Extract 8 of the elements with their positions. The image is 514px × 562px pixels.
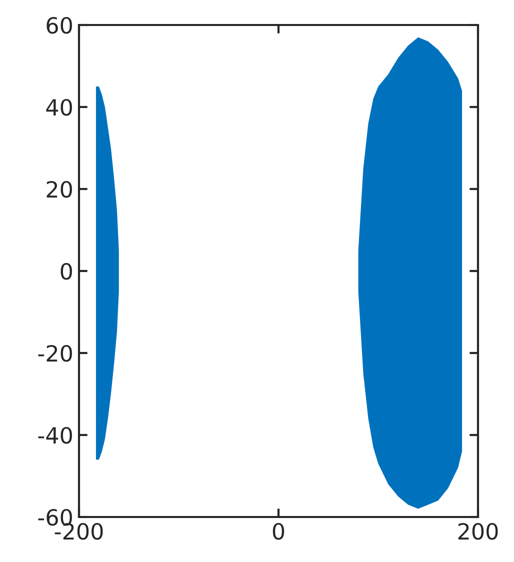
y-tick-label: 40 — [46, 98, 72, 116]
y-tick-label: -40 — [38, 426, 72, 444]
y-tick-label: 0 — [60, 262, 72, 280]
x-tick-label: 0 — [272, 522, 284, 540]
y-tick-label: 60 — [46, 16, 72, 34]
x-tick-label: 200 — [458, 522, 498, 540]
y-tick-label: -20 — [38, 344, 72, 362]
y-tick-label: 20 — [46, 180, 72, 198]
